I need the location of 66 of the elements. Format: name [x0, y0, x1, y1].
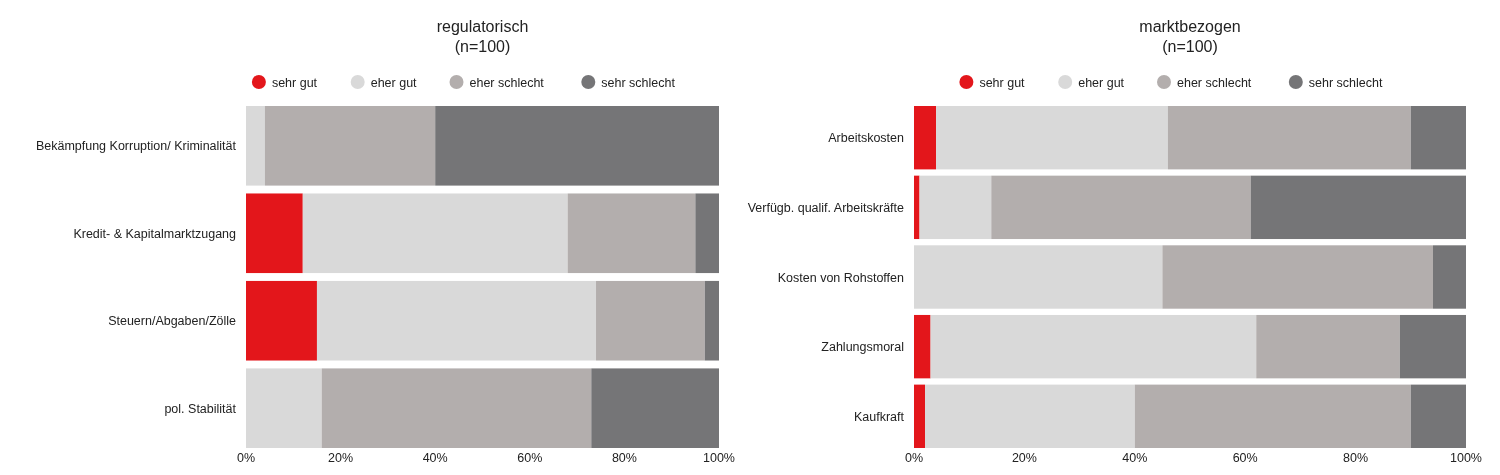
bar: [914, 175, 920, 240]
legend-label: sehr gut: [271, 75, 318, 90]
bar: [246, 106, 265, 186]
x-tick-label: 20%: [1011, 451, 1037, 465]
bar: [695, 193, 719, 274]
x-tick-label: 20%: [328, 451, 354, 465]
bar: [704, 280, 719, 361]
legend-label: sehr schlecht: [1308, 75, 1383, 90]
bar: [991, 175, 1251, 240]
bar: [914, 106, 937, 170]
bar: [1134, 384, 1411, 448]
bar: [246, 368, 322, 448]
chart-title: regulatorisch: [436, 18, 529, 35]
y-tick-label: Kosten von Rohstoffen: [777, 270, 905, 285]
x-tick-label: 40%: [422, 451, 448, 465]
legend-label: eher gut: [1078, 75, 1125, 90]
y-tick-label: Bekämpfung Korruption/ Kriminalität: [35, 139, 237, 154]
bar: [914, 384, 926, 448]
bar: [435, 106, 719, 186]
chart-title: marktbezogen: [1139, 18, 1241, 35]
x-tick-label: 100%: [703, 451, 735, 465]
bar: [930, 314, 1257, 379]
y-tick-label: Kredit- & Kapitalmarktzugang: [73, 226, 237, 241]
x-tick-label: 80%: [611, 451, 637, 465]
legend-label: eher gut: [370, 75, 418, 90]
x-tick-label: 60%: [1232, 451, 1258, 465]
y-tick-label: pol. Stabilität: [164, 401, 237, 416]
bar: [567, 193, 696, 274]
bar: [596, 280, 705, 361]
y-tick-label: Kaufkraft: [853, 409, 905, 424]
legend-label: eher schlecht: [1177, 75, 1252, 90]
bar: [1410, 384, 1466, 448]
x-tick-label: 0%: [236, 451, 256, 465]
bar: [264, 106, 436, 186]
bar: [591, 368, 719, 448]
bar: [1410, 106, 1466, 170]
y-tick-label: Zahlungsmoral: [821, 340, 904, 355]
x-tick-label: 0%: [904, 451, 924, 465]
y-tick-label: Arbeitskosten: [828, 131, 905, 146]
bar: [246, 193, 303, 274]
bar: [316, 280, 597, 361]
bar: [914, 314, 931, 379]
x-tick-label: 60%: [517, 451, 543, 465]
bar: [1432, 245, 1466, 309]
chart-subtitle: (n=100): [1162, 38, 1218, 55]
y-tick-label: Verfügb. qualif. Arbeitskräfte: [747, 200, 905, 215]
chart-subtitle: (n=100): [454, 38, 511, 55]
bar: [914, 245, 1163, 309]
x-tick-label: 80%: [1343, 451, 1369, 465]
bar: [1162, 245, 1433, 309]
bar: [246, 280, 317, 361]
bar: [919, 175, 992, 240]
bar: [302, 193, 568, 274]
bar: [1250, 175, 1466, 240]
legend-label: sehr schlecht: [601, 75, 676, 90]
bar: [1399, 314, 1466, 379]
x-tick-label: 40%: [1122, 451, 1148, 465]
bar: [1167, 106, 1411, 170]
bar: [936, 106, 1168, 170]
bar: [321, 368, 592, 448]
bar: [1256, 314, 1400, 379]
bar: [925, 384, 1135, 448]
y-tick-label: Steuern/Abgaben/Zölle: [108, 314, 237, 329]
legend-label: sehr gut: [979, 75, 1026, 90]
legend-label: eher schlecht: [469, 75, 545, 90]
x-tick-label: 100%: [1450, 451, 1482, 465]
